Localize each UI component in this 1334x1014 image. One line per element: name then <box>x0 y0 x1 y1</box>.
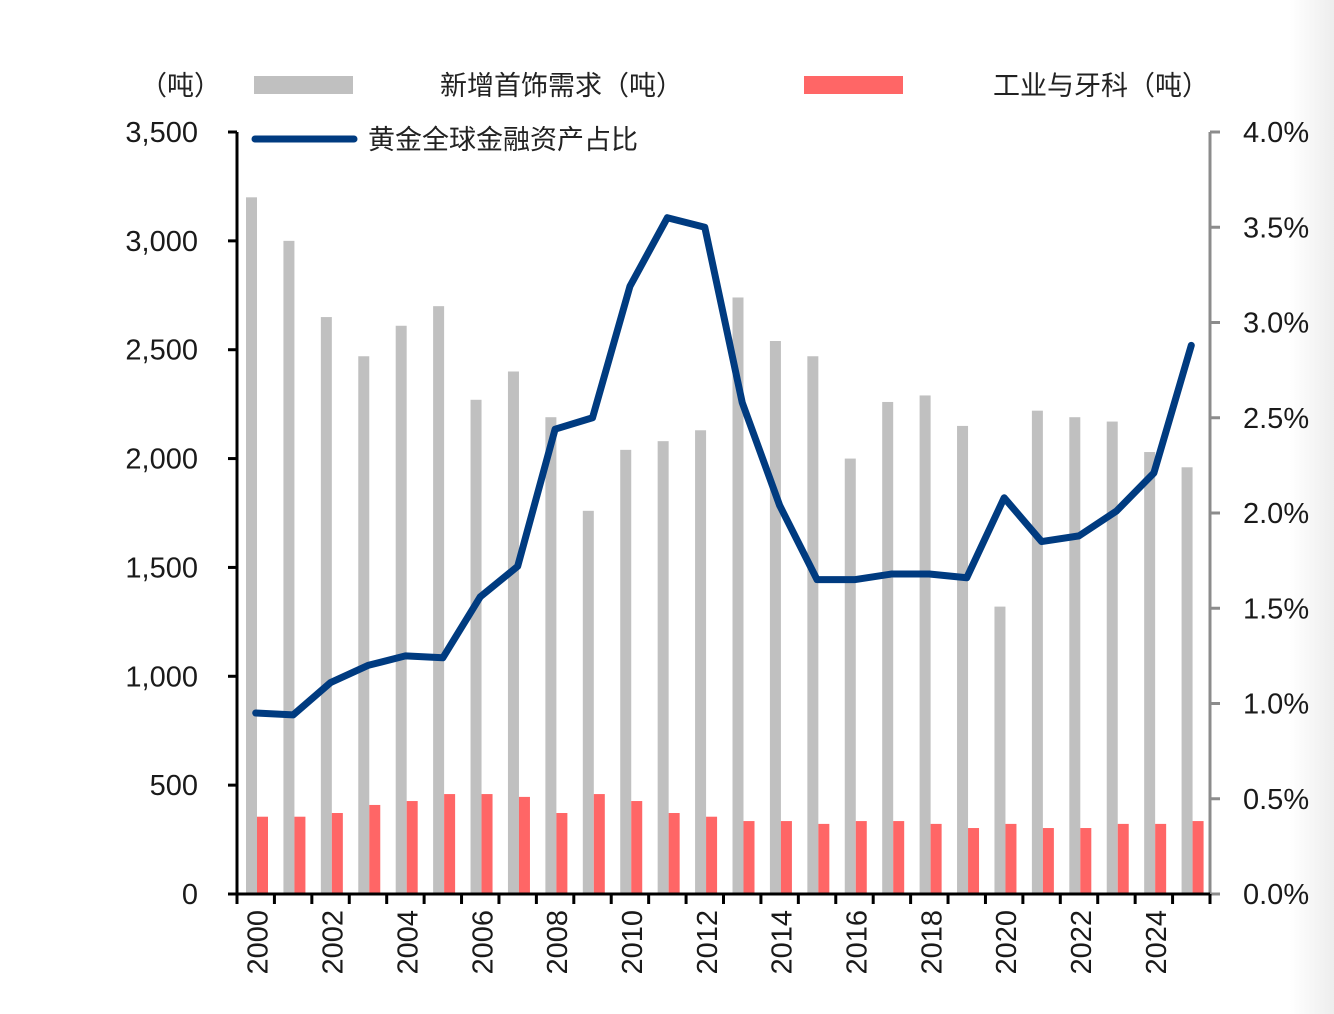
industrial-bar-2019 <box>968 828 980 894</box>
left-tick-label: 1,000 <box>125 661 198 693</box>
industrial-bar-2002 <box>331 813 343 894</box>
industrial-bar-2005 <box>444 794 456 894</box>
left-tick-label: 3,000 <box>125 226 198 258</box>
jewelry-bar-2019 <box>957 425 969 894</box>
industrial-bar-2007 <box>518 796 530 894</box>
jewelry-bar-2013 <box>732 297 744 894</box>
x-tick-label: 2012 <box>692 910 724 975</box>
industrial-bar-2006 <box>481 794 493 894</box>
right-tick-label: 3.5% <box>1243 212 1309 244</box>
industrial-bar-2000 <box>257 816 268 894</box>
industrial-bar-2004 <box>406 801 418 894</box>
jewelry-bar-2025 <box>1181 467 1193 894</box>
left-y-ticks: 0 500 1,000 1,500 2,000 2,500 3,000 3,500 <box>125 117 237 911</box>
jewelry-bar-2003 <box>358 356 370 894</box>
jewelry-demand-bars <box>246 197 1193 895</box>
jewelry-bar-2009 <box>582 510 594 894</box>
industrial-bar-2025 <box>1192 821 1204 894</box>
x-tick-label: 2010 <box>617 910 649 975</box>
legend-swatch-jewelry <box>254 76 353 94</box>
jewelry-bar-2014 <box>769 341 781 894</box>
jewelry-bar-2017 <box>882 401 894 894</box>
jewelry-bar-2024 <box>1144 452 1156 894</box>
industrial-bar-2012 <box>706 816 718 894</box>
industrial-bar-2015 <box>818 823 830 894</box>
x-tick-label: 2004 <box>392 910 424 975</box>
left-tick-label: 2,500 <box>125 335 198 367</box>
x-tick-label: 2024 <box>1141 910 1173 975</box>
industrial-bar-2018 <box>930 823 942 894</box>
industrial-dental-bars <box>257 794 1204 894</box>
jewelry-bar-2010 <box>620 449 632 894</box>
right-tick-label: 2.0% <box>1243 498 1309 530</box>
legend: （吨） 新增首饰需求（吨） 工业与牙科（吨） 黄金全球金融资产占比 <box>140 71 1209 156</box>
gold-share-line <box>252 214 1195 719</box>
x-tick-label: 2008 <box>542 910 574 975</box>
jewelry-bar-2001 <box>283 240 295 894</box>
industrial-bar-2022 <box>1080 828 1092 894</box>
x-tick-label: 2002 <box>318 910 350 975</box>
axes <box>235 132 1212 896</box>
x-tick-label: 2022 <box>1066 910 1098 975</box>
industrial-bar-2011 <box>668 813 680 894</box>
legend-label-industrial: 工业与牙科（吨） <box>993 71 1209 102</box>
industrial-bar-2016 <box>855 821 867 894</box>
x-tick-label: 2000 <box>243 910 275 975</box>
left-tick-label: 1,500 <box>125 552 198 584</box>
jewelry-bar-2015 <box>807 356 819 894</box>
industrial-bar-2017 <box>893 821 905 894</box>
right-tick-label: 3.0% <box>1243 308 1309 340</box>
left-tick-label: 2,000 <box>125 444 198 476</box>
industrial-bar-2013 <box>743 821 755 894</box>
x-ticks: 2000 2002 2004 2006 2008 2010 2012 2014 2016 2018… <box>235 894 1212 975</box>
industrial-bar-2023 <box>1117 823 1129 894</box>
industrial-bar-2009 <box>593 794 605 894</box>
x-tick-label: 2016 <box>841 910 873 975</box>
jewelry-bar-2000 <box>246 197 257 895</box>
right-tick-label: 0.0% <box>1243 879 1309 911</box>
jewelry-bar-2021 <box>1031 410 1043 894</box>
jewelry-bar-2004 <box>395 325 407 894</box>
industrial-bar-2014 <box>780 821 792 894</box>
right-y-ticks: 0.0% 0.5% 1.0% 1.5% 2.0% 2.5% 3.0% 3.5% 4.0% <box>1210 117 1309 911</box>
industrial-bar-2003 <box>369 804 381 894</box>
x-tick-label: 2018 <box>916 910 948 975</box>
jewelry-bar-2008 <box>545 417 557 894</box>
left-tick-label: 3,500 <box>125 117 198 149</box>
left-axis-unit: （吨） <box>140 71 221 102</box>
industrial-bar-2024 <box>1155 823 1167 894</box>
industrial-bar-2008 <box>556 813 568 894</box>
left-tick-label: 500 <box>150 770 198 802</box>
right-tick-label: 4.0% <box>1243 117 1309 149</box>
legend-label-share: 黄金全球金融资产占比 <box>368 125 638 156</box>
industrial-bar-2001 <box>294 816 306 894</box>
jewelry-bar-2002 <box>320 317 332 894</box>
industrial-bar-2021 <box>1042 828 1054 894</box>
share-line-layer <box>252 214 1195 719</box>
jewelry-bar-2007 <box>507 371 519 894</box>
jewelry-bar-2018 <box>919 395 931 894</box>
legend-label-jewelry: 新增首饰需求（吨） <box>440 71 683 102</box>
x-tick-label: 2014 <box>767 910 799 975</box>
x-tick-label: 2020 <box>991 910 1023 975</box>
jewelry-bar-2020 <box>994 606 1006 894</box>
x-tick-label: 2006 <box>467 910 499 975</box>
right-tick-label: 1.5% <box>1243 593 1309 625</box>
industrial-bar-2010 <box>631 801 643 894</box>
jewelry-bar-2011 <box>657 441 669 894</box>
jewelry-bar-2022 <box>1069 417 1081 894</box>
legend-swatch-industrial <box>804 76 903 94</box>
left-tick-label: 0 <box>182 879 198 911</box>
jewelry-bar-2023 <box>1106 421 1118 894</box>
right-tick-label: 1.0% <box>1243 689 1309 721</box>
jewelry-bar-2006 <box>470 399 482 894</box>
jewelry-bar-2012 <box>695 430 707 894</box>
right-tick-label: 2.5% <box>1243 403 1309 435</box>
jewelry-bar-2005 <box>433 306 445 895</box>
industrial-bar-2020 <box>1005 823 1017 894</box>
jewelry-bar-2016 <box>844 458 856 894</box>
right-tick-label: 0.5% <box>1243 784 1309 816</box>
